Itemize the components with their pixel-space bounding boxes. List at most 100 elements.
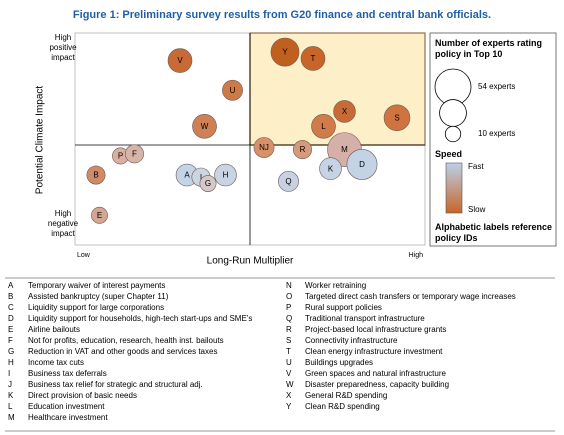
policy-name: Airline bailouts: [28, 325, 81, 334]
policy-name: Reduction in VAT and other goods and ser…: [28, 347, 218, 356]
policy-id: B: [8, 292, 14, 301]
policy-id: K: [8, 391, 14, 400]
x-tick-label: Low: [77, 252, 91, 259]
bubble-label: V: [177, 56, 183, 65]
bubble: [214, 163, 237, 187]
bubble-label: R: [300, 145, 306, 154]
size-legend-label: 10 experts: [478, 129, 515, 138]
policy-name: Green spaces and natural infrastructure: [305, 369, 446, 378]
policy-id: O: [286, 292, 293, 301]
policy-name: Assisted bankruptcy (super Chapter 11): [28, 292, 169, 301]
bubble-label: K: [328, 164, 334, 173]
bubble-label: A: [184, 171, 190, 180]
policy-name: Temporary waiver of interest payments: [28, 281, 166, 290]
bubble-label: X: [342, 107, 348, 116]
bubble: [300, 46, 326, 71]
y-tick-label: High positive impact: [49, 33, 77, 62]
bubble: [346, 149, 378, 180]
policy-id: Q: [286, 314, 293, 323]
size-legend-circle: [444, 125, 462, 143]
policy-name: Liquidity support for large corporations: [28, 303, 165, 312]
policy-id: Y: [286, 402, 292, 411]
bubble-label: I: [200, 173, 202, 182]
policy-id: C: [8, 303, 14, 312]
bubble-label: H: [223, 171, 229, 180]
size-legend-title: Number of experts rating policy in Top 1…: [435, 38, 543, 59]
policy-id: H: [8, 358, 14, 367]
x-tick-label: High: [409, 252, 424, 259]
bubble-label: U: [230, 86, 236, 95]
bubble-label: F: [132, 149, 137, 158]
policy-name: Education investment: [28, 402, 105, 411]
bubble: [333, 100, 356, 123]
policy-name: Business tax relief for strategic and st…: [28, 380, 203, 389]
speed-gradient: [445, 162, 463, 214]
chart-title: Figure 1: Preliminary survey results fro…: [73, 9, 491, 21]
policy-id: S: [286, 336, 292, 345]
bubble-label: S: [394, 113, 399, 122]
bubble: [311, 113, 336, 139]
policy-name: Liquidity support for households, high-t…: [28, 314, 253, 323]
bubble: [192, 113, 217, 139]
bubble: [222, 79, 243, 101]
bubble: [91, 206, 108, 224]
policy-name: Business tax deferrals: [28, 369, 107, 378]
policy-id: R: [286, 325, 292, 334]
policy-name: Direct provision of basic needs: [28, 391, 137, 400]
policy-name: Worker retraining: [305, 281, 367, 290]
bubble: [319, 157, 342, 180]
bubble: [125, 144, 144, 164]
policy-id: P: [286, 303, 292, 312]
size-legend-circle: [439, 99, 467, 127]
x-axis-title: Long-Run Multiplier: [207, 256, 294, 267]
color-legend-title: Speed: [435, 149, 463, 159]
policy-name: Targeted direct cash transfers or tempor…: [305, 292, 516, 301]
policy-id: F: [8, 336, 13, 345]
bubble: [199, 175, 217, 192]
size-legend-label: 54 experts: [478, 82, 515, 91]
policy-name: Traditional transport infrastructure: [305, 314, 425, 323]
policy-id: A: [8, 281, 14, 290]
policy-id: D: [8, 314, 14, 323]
bubble: [253, 137, 275, 158]
legend-box: [429, 32, 557, 247]
bubble-label: Y: [282, 48, 288, 57]
policy-name: General R&D spending: [305, 391, 388, 400]
bubble-label: D: [359, 160, 365, 169]
policy-id: I: [8, 369, 11, 378]
bubble: [278, 170, 299, 192]
policy-name: Healthcare investment: [28, 413, 108, 422]
policy-name: Not for profits, education, research, he…: [28, 336, 224, 345]
bubble: [270, 37, 300, 67]
policy-id: V: [286, 369, 292, 378]
policy-id: N: [286, 281, 292, 290]
bubble-label: L: [321, 122, 326, 131]
bubble-label: B: [93, 171, 98, 180]
policy-name: Clean R&D spending: [305, 402, 380, 411]
y-tick-label: High negative impact: [47, 209, 79, 238]
y-axis-title: Potential Climate Impact: [35, 86, 46, 195]
policy-id: G: [8, 347, 15, 356]
speed-label: Fast: [468, 162, 484, 171]
policy-name: Project-based local infrastructure grant…: [305, 325, 447, 334]
bubble-label: M: [341, 145, 348, 154]
policy-name: Income tax cuts: [28, 358, 85, 367]
policy-id: X: [286, 391, 292, 400]
speed-label: Slow: [468, 205, 486, 214]
policy-name: Clean energy infrastructure investment: [305, 347, 443, 356]
bubble: [383, 104, 411, 132]
legend-note: Alphabetic labels reference policy IDs: [435, 222, 553, 243]
bubble: [293, 140, 312, 160]
bubble-label: Q: [285, 177, 291, 186]
policy-id: J: [8, 380, 12, 389]
bubble-label: T: [311, 54, 316, 63]
bubble: [86, 165, 106, 185]
policy-id: L: [8, 402, 13, 411]
policy-name: Disaster preparedness, capacity building: [305, 380, 450, 389]
policy-name: Buildings upgrades: [305, 358, 374, 367]
bubble-label: G: [205, 179, 211, 188]
bubble-label: W: [201, 122, 209, 131]
policy-id: T: [286, 347, 291, 356]
